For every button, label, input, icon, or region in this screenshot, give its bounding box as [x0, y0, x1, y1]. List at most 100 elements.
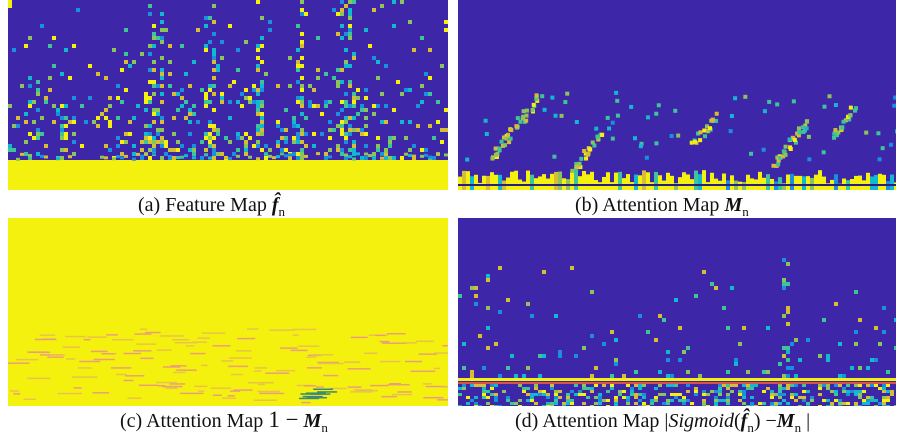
heatmap-cell: [124, 60, 128, 64]
heatmap-cell: [801, 125, 805, 129]
heatmap-cell: [256, 44, 260, 48]
heatmap-cell: [490, 387, 494, 390]
heatmap-cell: [344, 32, 348, 36]
heatmap-cell: [774, 405, 778, 406]
heatmap-cell: [514, 402, 518, 405]
heatmap-cell: [280, 136, 284, 140]
heatmap-cell: [148, 100, 152, 104]
heatmap-cell: [834, 302, 838, 306]
heatmap-d: [458, 218, 896, 406]
heatmap-cell: [256, 88, 260, 92]
heatmap-cell: [566, 402, 570, 405]
heatmap-cell: [458, 387, 462, 390]
heatmap-cell: [328, 120, 332, 124]
heatmap-cell: [8, 104, 12, 108]
caption-paren: ) −: [754, 410, 777, 432]
heatmap-cell: [36, 153, 40, 156]
heatmap-cell: [782, 374, 786, 378]
heatmap-cell: [458, 184, 896, 186]
heatmap-cell: [276, 124, 280, 128]
heatmap-cell: [60, 148, 64, 152]
heatmap-cell: [104, 108, 108, 112]
heatmap-cell: [766, 370, 770, 374]
heatmap-cell: [212, 4, 216, 8]
heatmap-cell: [212, 156, 216, 160]
heatmap-cell: [180, 96, 184, 100]
heatmap-cell: [436, 100, 440, 104]
heatmap-cell: [260, 124, 264, 128]
heatmap-cell: [682, 396, 686, 399]
heatmap-cell: [172, 156, 176, 160]
heatmap-cell: [650, 399, 654, 402]
heatmap-cell: [171, 365, 187, 367]
heatmap-cell: [626, 396, 630, 399]
caption-pre: 1 −: [268, 407, 298, 432]
heatmap-cell: [650, 182, 654, 190]
heatmap-cell: [778, 402, 782, 405]
heatmap-cell: [666, 384, 670, 387]
heatmap-c: [8, 218, 448, 406]
heatmap-cell: [786, 306, 790, 310]
heatmap-cell: [582, 402, 586, 405]
heatmap-cell: [120, 156, 124, 159]
heatmap-cell: [702, 393, 706, 396]
heatmap-cell: [296, 96, 300, 100]
heatmap-cell: [213, 394, 222, 396]
heatmap-cell: [176, 92, 180, 96]
heatmap-cell: [874, 384, 878, 387]
heatmap-cell: [74, 387, 82, 389]
heatmap-cell: [706, 405, 710, 406]
heatmap-cell: [376, 60, 380, 64]
heatmap-cell: [507, 140, 511, 144]
heatmap-cell: [344, 60, 348, 64]
heatmap-cell: [607, 126, 611, 130]
heatmap-cell: [264, 72, 268, 76]
heatmap-cell: [368, 154, 372, 157]
heatmap-cell: [139, 385, 158, 387]
heatmap-cell: [498, 310, 502, 314]
heatmap-cell: [292, 120, 296, 124]
heatmap-cell: [296, 152, 300, 156]
heatmap-cell: [466, 402, 470, 405]
heatmap-cell: [600, 133, 604, 137]
heatmap-cell: [578, 176, 582, 190]
heatmap-cell: [352, 96, 356, 100]
heatmap-cell: [140, 140, 144, 144]
heatmap-cell: [538, 390, 542, 393]
heatmap-cell: [850, 390, 854, 393]
heatmap-cell: [618, 393, 622, 396]
heatmap-cell: [36, 108, 40, 112]
heatmap-cell: [794, 338, 798, 342]
heatmap-cell: [806, 405, 810, 406]
heatmap-cell: [726, 402, 730, 405]
heatmap-cell: [56, 112, 60, 116]
heatmap-cell: [550, 96, 554, 100]
heatmap-cell: [654, 399, 658, 402]
heatmap-cell: [216, 128, 220, 132]
heatmap-cell: [486, 402, 490, 405]
caption-func: Sigmoid: [668, 410, 734, 432]
heatmap-cell: [530, 175, 534, 190]
heatmap-cell: [372, 8, 376, 12]
heatmap-cell: [423, 383, 432, 385]
heatmap-cell: [213, 345, 231, 347]
heatmap-cell: [416, 341, 434, 343]
heatmap-cell: [148, 52, 152, 56]
heatmap-cell: [28, 36, 32, 40]
heatmap-cell: [758, 172, 762, 190]
heatmap-cell: [654, 112, 658, 116]
heatmap-cell: [786, 282, 790, 286]
heatmap-cell: [890, 390, 894, 393]
heatmap-cell: [546, 393, 550, 396]
heatmap-cell: [352, 144, 356, 148]
heatmap-cell: [310, 393, 330, 395]
heatmap-cell: [870, 399, 874, 402]
heatmap-cell: [486, 390, 490, 393]
heatmap-cell: [364, 96, 368, 100]
heatmap-cell: [575, 120, 579, 124]
heatmap-cell: [662, 393, 666, 396]
heatmap-cell: [634, 175, 638, 190]
heatmap-cell: [152, 80, 156, 84]
heatmap-cell: [344, 48, 348, 52]
heatmap-cell: [216, 152, 220, 156]
